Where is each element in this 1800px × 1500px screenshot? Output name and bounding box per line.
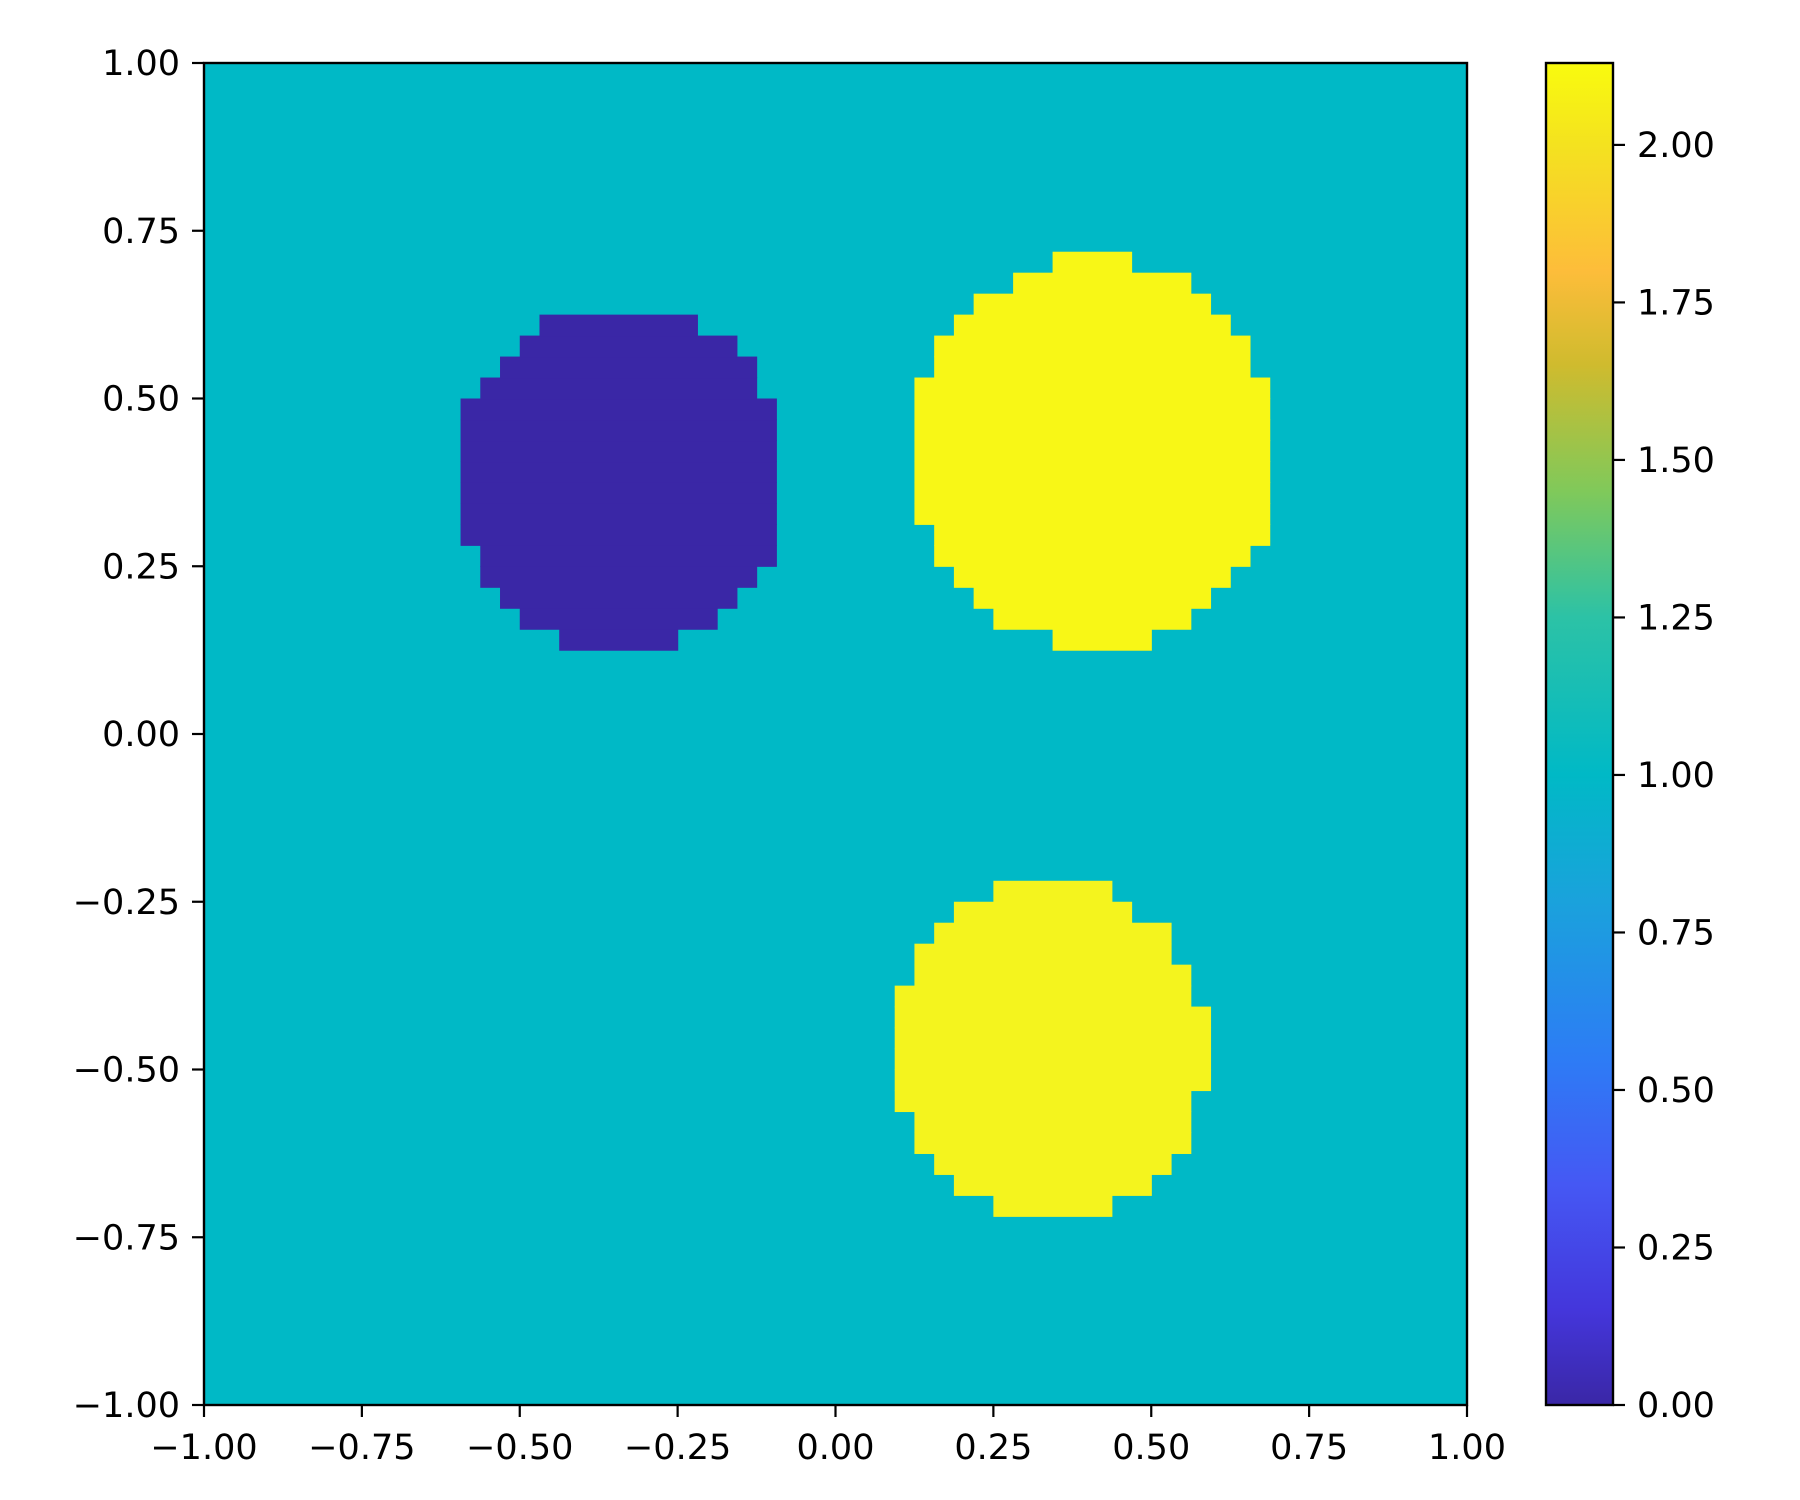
y-tick-label: 0.75 xyxy=(102,212,180,252)
x-tick-label: 0.25 xyxy=(954,1428,1032,1468)
heatmap-cell xyxy=(953,901,1133,924)
heatmap-cell xyxy=(993,608,1192,630)
heatmap-cell xyxy=(934,335,1251,358)
heatmap-cell xyxy=(894,1048,1212,1071)
x-tick-label: 1.00 xyxy=(1428,1428,1506,1468)
y-tick-label: 0.00 xyxy=(102,715,180,755)
heatmap-cell xyxy=(480,377,758,400)
colorbar: 0.00 0.25 0.50 0.75 1.00 1.25 1.50 1.75 2.00 xyxy=(1544,61,1715,1426)
heatmap-cell xyxy=(914,440,1271,463)
colorbar-gradient xyxy=(1546,63,1613,1405)
heatmap-cell xyxy=(953,566,1231,588)
heatmap-cell xyxy=(934,524,1271,546)
y-tick-label: 0.50 xyxy=(102,380,180,420)
x-tick-label: −0.50 xyxy=(466,1428,573,1468)
heatmap-cell xyxy=(460,482,777,504)
heatmap-cell xyxy=(953,1174,1152,1196)
heatmap-cell xyxy=(914,964,1192,987)
y-tick-label: −0.50 xyxy=(73,1051,180,1091)
heatmap-cell xyxy=(973,293,1212,316)
heatmap-cell xyxy=(1052,629,1152,651)
heatmap-cell xyxy=(993,880,1113,903)
heatmap-cell xyxy=(934,922,1172,945)
heatmap-cell xyxy=(480,566,758,588)
heatmap-cell xyxy=(914,461,1271,483)
colorbar-tick-label: 1.00 xyxy=(1637,756,1715,796)
heatmap-cell xyxy=(460,503,777,525)
heatmap-cell xyxy=(519,608,718,630)
y-axis: −1.00 −0.75 −0.50 −0.25 0.00 0.25 0.50 0.75 1.00 xyxy=(73,44,204,1426)
heatmap-cell xyxy=(894,1069,1212,1092)
heatmap-cell xyxy=(460,419,777,442)
heatmap-cell xyxy=(460,398,777,421)
heatmap-cell xyxy=(519,335,738,358)
heatmap-cell xyxy=(460,461,777,483)
colorbar-tick-label: 0.50 xyxy=(1637,1071,1715,1111)
heatmap-cell xyxy=(914,398,1271,421)
heatmap-cell xyxy=(539,314,698,337)
heatmap-cell xyxy=(914,419,1271,442)
heatmap-cell xyxy=(953,314,1231,337)
heatmap-cell xyxy=(894,1027,1212,1050)
heatmap-cell xyxy=(914,1132,1192,1154)
x-tick-label: −0.75 xyxy=(308,1428,415,1468)
y-tick-label: 0.25 xyxy=(102,547,180,587)
heatmap-background xyxy=(204,63,1467,1405)
y-tick-label: −1.00 xyxy=(73,1386,180,1426)
colorbar-axis: 0.00 0.25 0.50 0.75 1.00 1.25 1.50 1.75 2.00 xyxy=(1613,126,1715,1426)
x-tick-label: −1.00 xyxy=(150,1428,257,1468)
colorbar-tick-label: 2.00 xyxy=(1637,126,1715,166)
plot-area xyxy=(202,61,1469,1407)
region-2 xyxy=(914,251,1271,651)
x-tick-label: 0.75 xyxy=(1270,1428,1348,1468)
heatmap-cell xyxy=(973,587,1212,609)
heatmap-cell xyxy=(500,587,738,609)
heatmap-cell xyxy=(914,943,1172,966)
heatmap-cell xyxy=(894,1006,1212,1029)
region-3 xyxy=(894,880,1212,1217)
y-tick-label: −0.25 xyxy=(73,883,180,923)
x-axis: −1.00 −0.75 −0.50 −0.25 0.00 0.25 0.50 0.75 1.00 xyxy=(150,1405,1506,1468)
colorbar-tick-label: 0.25 xyxy=(1637,1228,1715,1268)
heatmap-cell xyxy=(559,629,679,651)
heatmap-cell xyxy=(460,440,777,463)
heatmap-cell xyxy=(460,524,777,546)
heatmap-cell xyxy=(934,545,1251,567)
heatmap-cell xyxy=(500,356,758,379)
heatmap-cell xyxy=(914,482,1271,504)
heatmap-cell xyxy=(914,377,1271,400)
heatmap-cell xyxy=(894,1090,1192,1113)
heatmap-cell xyxy=(1013,272,1192,295)
y-tick-label: 1.00 xyxy=(102,44,180,84)
colorbar-tick-label: 0.75 xyxy=(1637,913,1715,953)
colorbar-tick-label: 0.00 xyxy=(1637,1386,1715,1426)
region-1 xyxy=(460,314,777,651)
colorbar-frame xyxy=(1544,61,1615,1407)
heatmap-cell xyxy=(934,1153,1172,1175)
heatmap-cell xyxy=(914,503,1271,525)
heatmap-cell xyxy=(1052,251,1133,274)
x-tick-label: −0.25 xyxy=(624,1428,731,1468)
heatmap-cells xyxy=(460,251,1271,1217)
y-tick-label: −0.75 xyxy=(73,1218,180,1258)
heatmap-cell xyxy=(914,1111,1192,1134)
heatmap-cell xyxy=(894,985,1192,1008)
x-tick-label: 0.00 xyxy=(797,1428,875,1468)
colorbar-tick-label: 1.50 xyxy=(1637,441,1715,481)
heatmap-cell xyxy=(993,1195,1113,1217)
heatmap-cell xyxy=(934,356,1251,379)
x-tick-label: 0.50 xyxy=(1112,1428,1190,1468)
colorbar-tick-label: 1.75 xyxy=(1637,283,1715,323)
heatmap-cell xyxy=(480,545,777,567)
colorbar-tick-label: 1.25 xyxy=(1637,598,1715,638)
